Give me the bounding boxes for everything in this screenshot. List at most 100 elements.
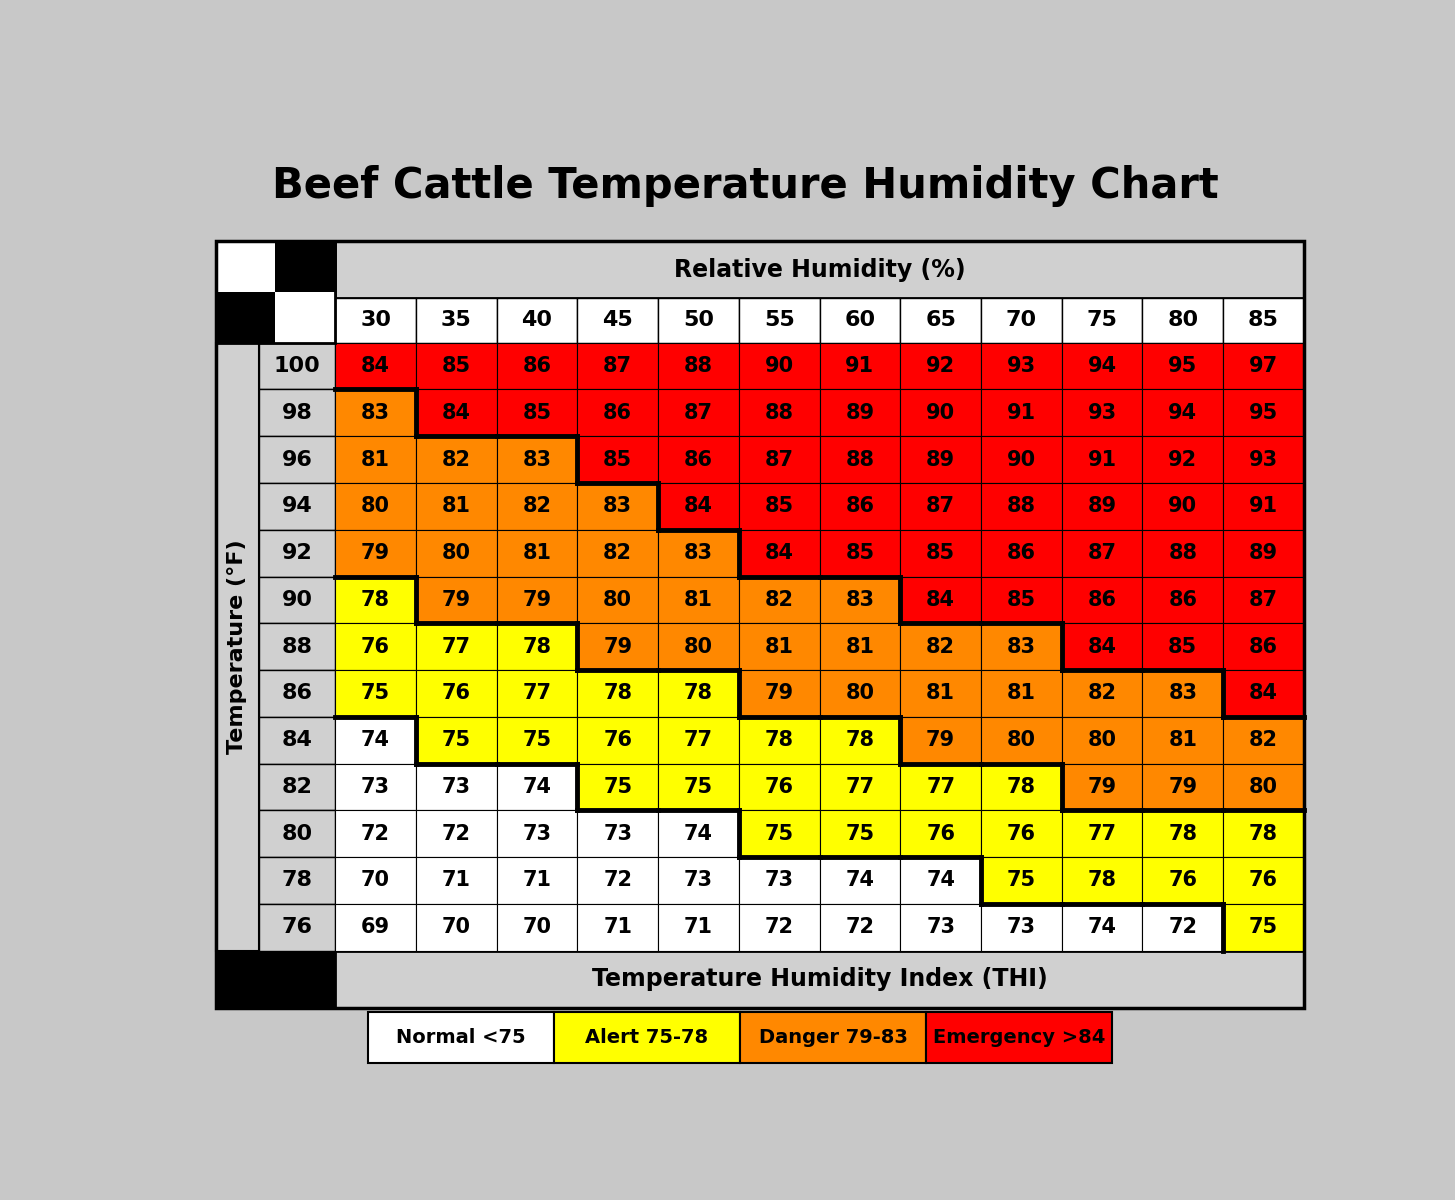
Bar: [739, 670, 819, 716]
Text: 71: 71: [522, 870, 551, 890]
Text: 78: 78: [1248, 823, 1277, 844]
Text: 80: 80: [845, 684, 874, 703]
Bar: [578, 810, 658, 857]
Text: 55: 55: [764, 311, 794, 330]
Bar: [215, 241, 275, 292]
Bar: [739, 482, 819, 529]
Bar: [819, 576, 901, 623]
Text: 40: 40: [521, 311, 553, 330]
Bar: [981, 576, 1062, 623]
Bar: [259, 529, 335, 576]
Text: 85: 85: [765, 497, 794, 516]
Bar: [658, 623, 739, 670]
Bar: [1062, 623, 1142, 670]
Bar: [259, 576, 335, 623]
Bar: [1224, 857, 1304, 904]
Text: 76: 76: [361, 637, 390, 656]
Bar: [658, 529, 739, 576]
Bar: [981, 343, 1062, 390]
Bar: [496, 716, 578, 763]
Bar: [658, 576, 739, 623]
Text: 74: 74: [927, 870, 954, 890]
Text: 79: 79: [765, 684, 794, 703]
Text: 91: 91: [845, 356, 874, 376]
Bar: [658, 670, 739, 716]
Bar: [578, 343, 658, 390]
Bar: [578, 716, 658, 763]
Bar: [416, 576, 496, 623]
Bar: [1062, 904, 1142, 950]
Bar: [259, 857, 335, 904]
Bar: [496, 576, 578, 623]
Text: 93: 93: [1248, 450, 1277, 469]
Bar: [259, 623, 335, 670]
Text: 85: 85: [604, 450, 633, 469]
Text: 76: 76: [1168, 870, 1197, 890]
Text: 73: 73: [361, 776, 390, 797]
Text: 91: 91: [1248, 497, 1277, 516]
Bar: [658, 716, 739, 763]
Bar: [739, 857, 819, 904]
Text: 72: 72: [604, 870, 633, 890]
Bar: [335, 763, 416, 810]
Text: 82: 82: [442, 450, 471, 469]
Bar: [658, 482, 739, 529]
Bar: [1224, 299, 1304, 343]
Text: 72: 72: [845, 917, 874, 937]
Text: 85: 85: [1248, 311, 1279, 330]
Text: 86: 86: [604, 403, 633, 422]
Text: 88: 88: [1007, 497, 1036, 516]
Text: 88: 88: [684, 356, 713, 376]
Text: 73: 73: [604, 823, 633, 844]
Bar: [1224, 670, 1304, 716]
Bar: [275, 241, 335, 292]
Text: 69: 69: [361, 917, 390, 937]
Text: 81: 81: [765, 637, 793, 656]
Text: 79: 79: [925, 730, 954, 750]
Bar: [927, 1012, 1112, 1063]
Bar: [496, 390, 578, 436]
Bar: [1142, 623, 1224, 670]
Text: 71: 71: [442, 870, 471, 890]
Bar: [819, 343, 901, 390]
Text: 83: 83: [684, 544, 713, 563]
Text: 93: 93: [1087, 403, 1116, 422]
Text: 81: 81: [845, 637, 874, 656]
Text: 80: 80: [442, 544, 471, 563]
Bar: [1142, 482, 1224, 529]
Bar: [1062, 763, 1142, 810]
Text: 78: 78: [604, 684, 633, 703]
Text: 95: 95: [1168, 356, 1197, 376]
Text: 84: 84: [927, 590, 954, 610]
Text: 89: 89: [1248, 544, 1277, 563]
Bar: [259, 343, 335, 390]
Text: 90: 90: [925, 403, 954, 422]
Text: 30: 30: [359, 311, 391, 330]
Text: 77: 77: [845, 776, 874, 797]
Bar: [335, 716, 416, 763]
Text: 81: 81: [442, 497, 471, 516]
Text: 90: 90: [1168, 497, 1197, 516]
Bar: [1062, 670, 1142, 716]
Bar: [259, 390, 335, 436]
Bar: [739, 763, 819, 810]
Bar: [1224, 810, 1304, 857]
Bar: [578, 857, 658, 904]
Bar: [739, 904, 819, 950]
Bar: [1062, 857, 1142, 904]
Bar: [215, 292, 275, 343]
Text: 35: 35: [441, 311, 471, 330]
Text: 74: 74: [684, 823, 713, 844]
Text: 78: 78: [1007, 776, 1036, 797]
Text: 89: 89: [925, 450, 954, 469]
Text: 75: 75: [361, 684, 390, 703]
Bar: [496, 623, 578, 670]
Text: 81: 81: [1007, 684, 1036, 703]
Bar: [578, 670, 658, 716]
Text: Relative Humidity (%): Relative Humidity (%): [674, 258, 965, 282]
Text: 79: 79: [1087, 776, 1116, 797]
Text: 79: 79: [604, 637, 633, 656]
Bar: [416, 436, 496, 482]
Bar: [819, 716, 901, 763]
Text: 79: 79: [522, 590, 551, 610]
